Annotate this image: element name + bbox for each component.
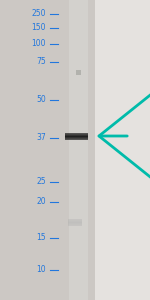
Text: 150: 150 [32,23,46,32]
Text: 10: 10 [36,266,46,274]
Text: 25: 25 [36,178,46,187]
Text: 20: 20 [36,197,46,206]
Text: 37: 37 [36,134,46,142]
Text: 15: 15 [36,233,46,242]
Text: 250: 250 [32,10,46,19]
Text: 100: 100 [32,40,46,49]
Text: 50: 50 [36,95,46,104]
Text: 75: 75 [36,58,46,67]
